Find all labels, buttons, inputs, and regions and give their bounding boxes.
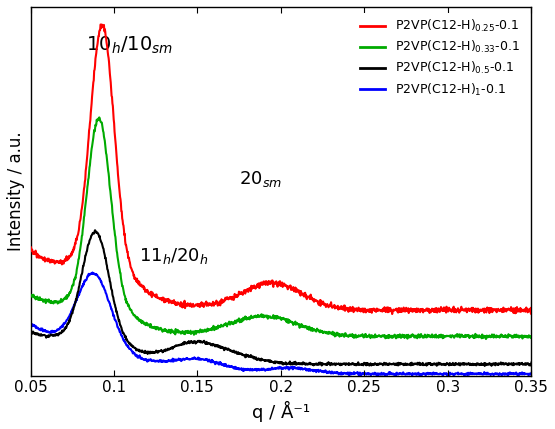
Legend: P2VP(C12-H)$_{0.25}$-0.1, P2VP(C12-H)$_{0.33}$-0.1, P2VP(C12-H)$_{0.5}$-0.1, P2V: P2VP(C12-H)$_{0.25}$-0.1, P2VP(C12-H)$_{… [355,13,525,103]
Text: $10_h/10_{sm}$: $10_h/10_{sm}$ [85,35,173,57]
Y-axis label: Intensity / a.u.: Intensity / a.u. [7,131,25,251]
Text: $11_h/20_h$: $11_h/20_h$ [139,246,208,266]
X-axis label: q / Å⁻¹: q / Å⁻¹ [252,401,310,422]
Text: $20_{sm}$: $20_{sm}$ [239,169,282,189]
